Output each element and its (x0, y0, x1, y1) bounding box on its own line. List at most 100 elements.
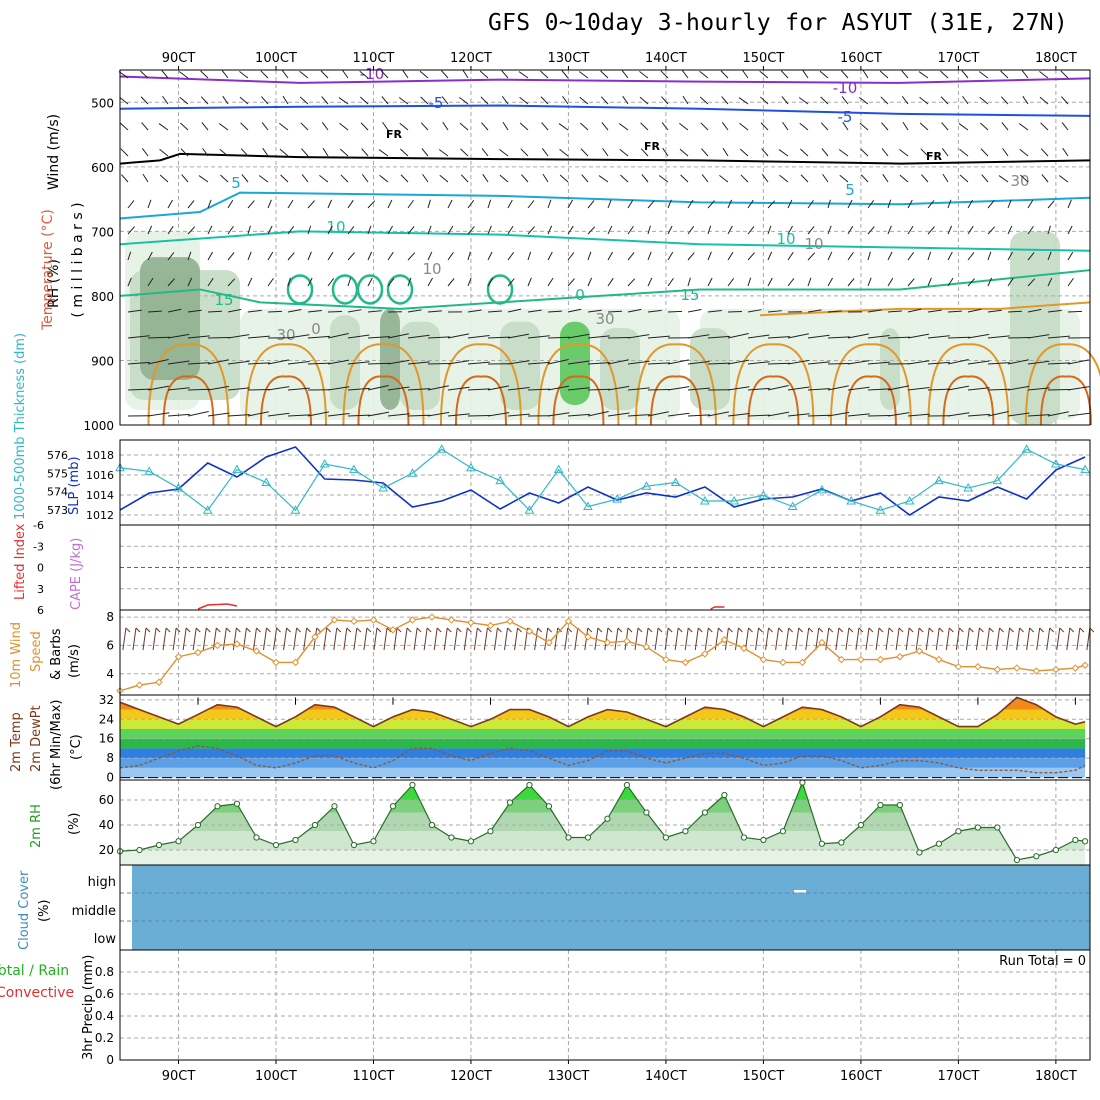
slp-line (119, 446, 1086, 516)
wind-barb-10m (263, 627, 267, 651)
wind-barb (798, 97, 809, 105)
wind-barb (159, 148, 169, 157)
rh-point (545, 803, 553, 810)
wind-barb (907, 199, 913, 209)
wind-barb (367, 411, 390, 417)
isotherm-line (119, 269, 1091, 310)
wind-barb-10m (985, 627, 990, 651)
wind-speed-point (213, 641, 222, 650)
wind-barb (1021, 70, 1029, 79)
rh-point (233, 800, 241, 807)
wind-barb-flag (738, 627, 743, 633)
wind-barb-flag (155, 627, 161, 633)
pressure-tick: 600 (91, 161, 114, 175)
wind-barb (1007, 385, 1030, 391)
wind-barb-flag (718, 627, 723, 633)
wind-barb (667, 251, 674, 261)
wind-barb (227, 334, 250, 339)
wind-barb (1019, 148, 1029, 157)
wind-barb (641, 174, 649, 183)
wind-barb (279, 122, 289, 131)
wind-barb (327, 225, 333, 235)
wind-barb-10m (1046, 627, 1051, 651)
wind-barb (887, 251, 893, 261)
wind-barb (727, 412, 750, 417)
wind-barb (747, 361, 770, 365)
thickness-point (436, 444, 447, 453)
ylabel-precip-2: Convective (0, 985, 74, 1001)
wind-barb-10m (835, 627, 840, 651)
wind-barb (607, 412, 630, 417)
rh-point (662, 834, 670, 841)
wind-barb (207, 277, 214, 287)
wind-barb (167, 278, 175, 287)
wind-barb (541, 148, 549, 157)
wind-barb (321, 96, 329, 105)
wind-barb (1061, 122, 1069, 131)
wind-barb (407, 252, 416, 261)
wind-barb (667, 277, 674, 287)
wind-barb (147, 199, 152, 209)
wind-barb-flag (657, 627, 663, 633)
wind-barb-10m (343, 627, 348, 651)
wind-barb (621, 70, 629, 79)
wind-barb (1047, 309, 1062, 313)
wind-barb (467, 251, 471, 261)
isotherm-arch (552, 375, 605, 426)
temp-band (120, 738, 1086, 749)
wind-barb-flag (356, 627, 362, 633)
wind-barb (147, 385, 170, 391)
cloud-highlight (794, 890, 806, 893)
wind-barb-flag (507, 627, 512, 633)
wind-barb (547, 358, 569, 365)
wind-barb (742, 69, 749, 79)
li-tick: 0 (37, 562, 44, 575)
wind-barb (547, 225, 553, 235)
wind-barb (547, 385, 570, 391)
time-label-bottom: 170CT (937, 1069, 979, 1084)
wind-barb-10m (293, 627, 298, 651)
rh-point (721, 791, 728, 799)
wind-barb (507, 278, 515, 287)
wind-barb-10m (975, 627, 980, 651)
panel-border (119, 69, 1091, 426)
wind-barb (927, 226, 935, 235)
wind-barb (487, 336, 510, 339)
wind-barb (767, 336, 790, 339)
isotherm-line (119, 75, 1091, 84)
temp-tick: 8 (106, 751, 114, 765)
wind-barb-10m (564, 627, 569, 651)
wind-barb (527, 388, 550, 391)
wind-barb (439, 174, 449, 183)
wind-barb-10m (875, 627, 880, 651)
wind-barb (447, 333, 470, 339)
wind-barb (347, 309, 362, 313)
wind-barb (427, 310, 442, 313)
wind-barb (360, 122, 369, 131)
wind-barb (647, 309, 662, 313)
wind-barb (407, 199, 414, 209)
rh-point (896, 801, 903, 809)
wind-barb (967, 308, 982, 313)
wind-barb (927, 309, 942, 313)
wind-barb-flag (667, 627, 673, 633)
wind-barb (907, 333, 930, 339)
contour-label: FR (926, 150, 943, 163)
wind-barb (660, 70, 669, 79)
wind-barb-flag (386, 627, 392, 633)
wind-barb-flag (426, 627, 432, 633)
wind-barb (1022, 95, 1029, 105)
isotherm-line (119, 104, 1091, 117)
wind-speed-point (311, 633, 319, 641)
wind-barb (179, 96, 189, 105)
wind-barb-flag (125, 627, 131, 633)
wind-barb (467, 388, 490, 391)
pressure-tick: 900 (91, 354, 114, 368)
wind-barb (320, 70, 329, 79)
wind-speed-point (818, 638, 826, 647)
wind-barb (667, 310, 682, 313)
wind-barb-10m (353, 627, 358, 651)
wind-barb (721, 122, 729, 131)
wind-barb (847, 333, 870, 339)
wind-barb (487, 277, 494, 287)
